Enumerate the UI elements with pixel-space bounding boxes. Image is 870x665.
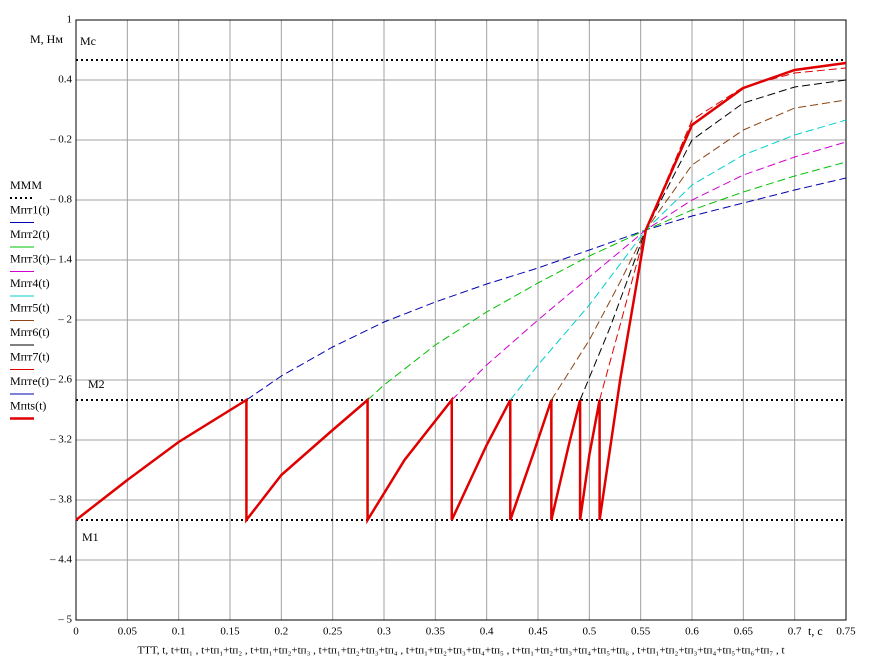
x-tick-label: 0.4	[480, 626, 494, 638]
series-line	[599, 67, 847, 401]
level-label: M2	[88, 377, 105, 391]
legend-label: Mпts(t)	[10, 398, 46, 412]
legend-label: Mпт7(t)	[10, 349, 50, 363]
x-tick-label: 0	[73, 626, 79, 638]
y-tick-label: – 2	[57, 314, 72, 326]
series-line	[75, 61, 847, 525]
y-tick-label: – 1.4	[49, 254, 73, 266]
y-tick-label: – 3.2	[49, 434, 72, 446]
legend-label: Mпт4(t)	[10, 276, 50, 290]
y-tick-label: – 0.8	[49, 194, 73, 206]
x-axis-label: t, c	[808, 624, 823, 638]
plot-frame	[75, 19, 847, 621]
x-tick-label: 0.3	[377, 626, 391, 638]
series-line	[367, 161, 847, 401]
y-tick-label: – 5	[57, 614, 72, 626]
level-label: Mc	[80, 34, 96, 48]
series-line	[246, 177, 847, 401]
x-tick-label: 0.65	[734, 626, 754, 638]
x-tick-label: 0.25	[323, 626, 343, 638]
legend-label: Mпт2(t)	[10, 227, 50, 241]
y-tick-label: 1	[67, 14, 73, 26]
legend-label: Mпт6(t)	[10, 325, 50, 339]
x-axis-expression: TTT, t, t+tп₁ , t+tп₁+tп₂ , t+tп₁+tп₂+tп…	[137, 645, 784, 657]
x-tick-label: 0.35	[426, 626, 446, 638]
series-line	[579, 79, 847, 401]
x-tick-label: 0.55	[631, 626, 651, 638]
legend-label: Mпт3(t)	[10, 251, 50, 265]
x-tick-label: 0.2	[274, 626, 288, 638]
y-tick-label: 0.4	[58, 74, 72, 86]
y-tick-label: – 0.2	[49, 134, 72, 146]
series-line	[509, 119, 847, 401]
x-tick-label: 0.05	[118, 626, 138, 638]
legend-label: Mпте(t)	[10, 374, 49, 388]
x-tick-label: 0.7	[788, 626, 802, 638]
legend-label: MMM	[10, 178, 42, 192]
y-tick-label: – 4.4	[49, 554, 73, 566]
series-line	[550, 99, 847, 401]
y-axis-label: M, Нм	[30, 32, 63, 46]
x-tick-label: 0.15	[220, 626, 240, 638]
legend-label: Mпт1(t)	[10, 202, 50, 216]
x-tick-label: 0.1	[172, 626, 186, 638]
x-tick-label: 0.45	[528, 626, 548, 638]
y-tick-label: – 2.6	[49, 374, 73, 386]
y-tick-label: – 3.8	[49, 494, 73, 506]
level-label: M1	[82, 530, 99, 544]
x-tick-label: 0.5	[582, 626, 596, 638]
x-tick-label: 0.6	[685, 626, 699, 638]
legend-label: Mпт5(t)	[10, 300, 50, 314]
x-tick-label: 0.75	[836, 626, 856, 638]
